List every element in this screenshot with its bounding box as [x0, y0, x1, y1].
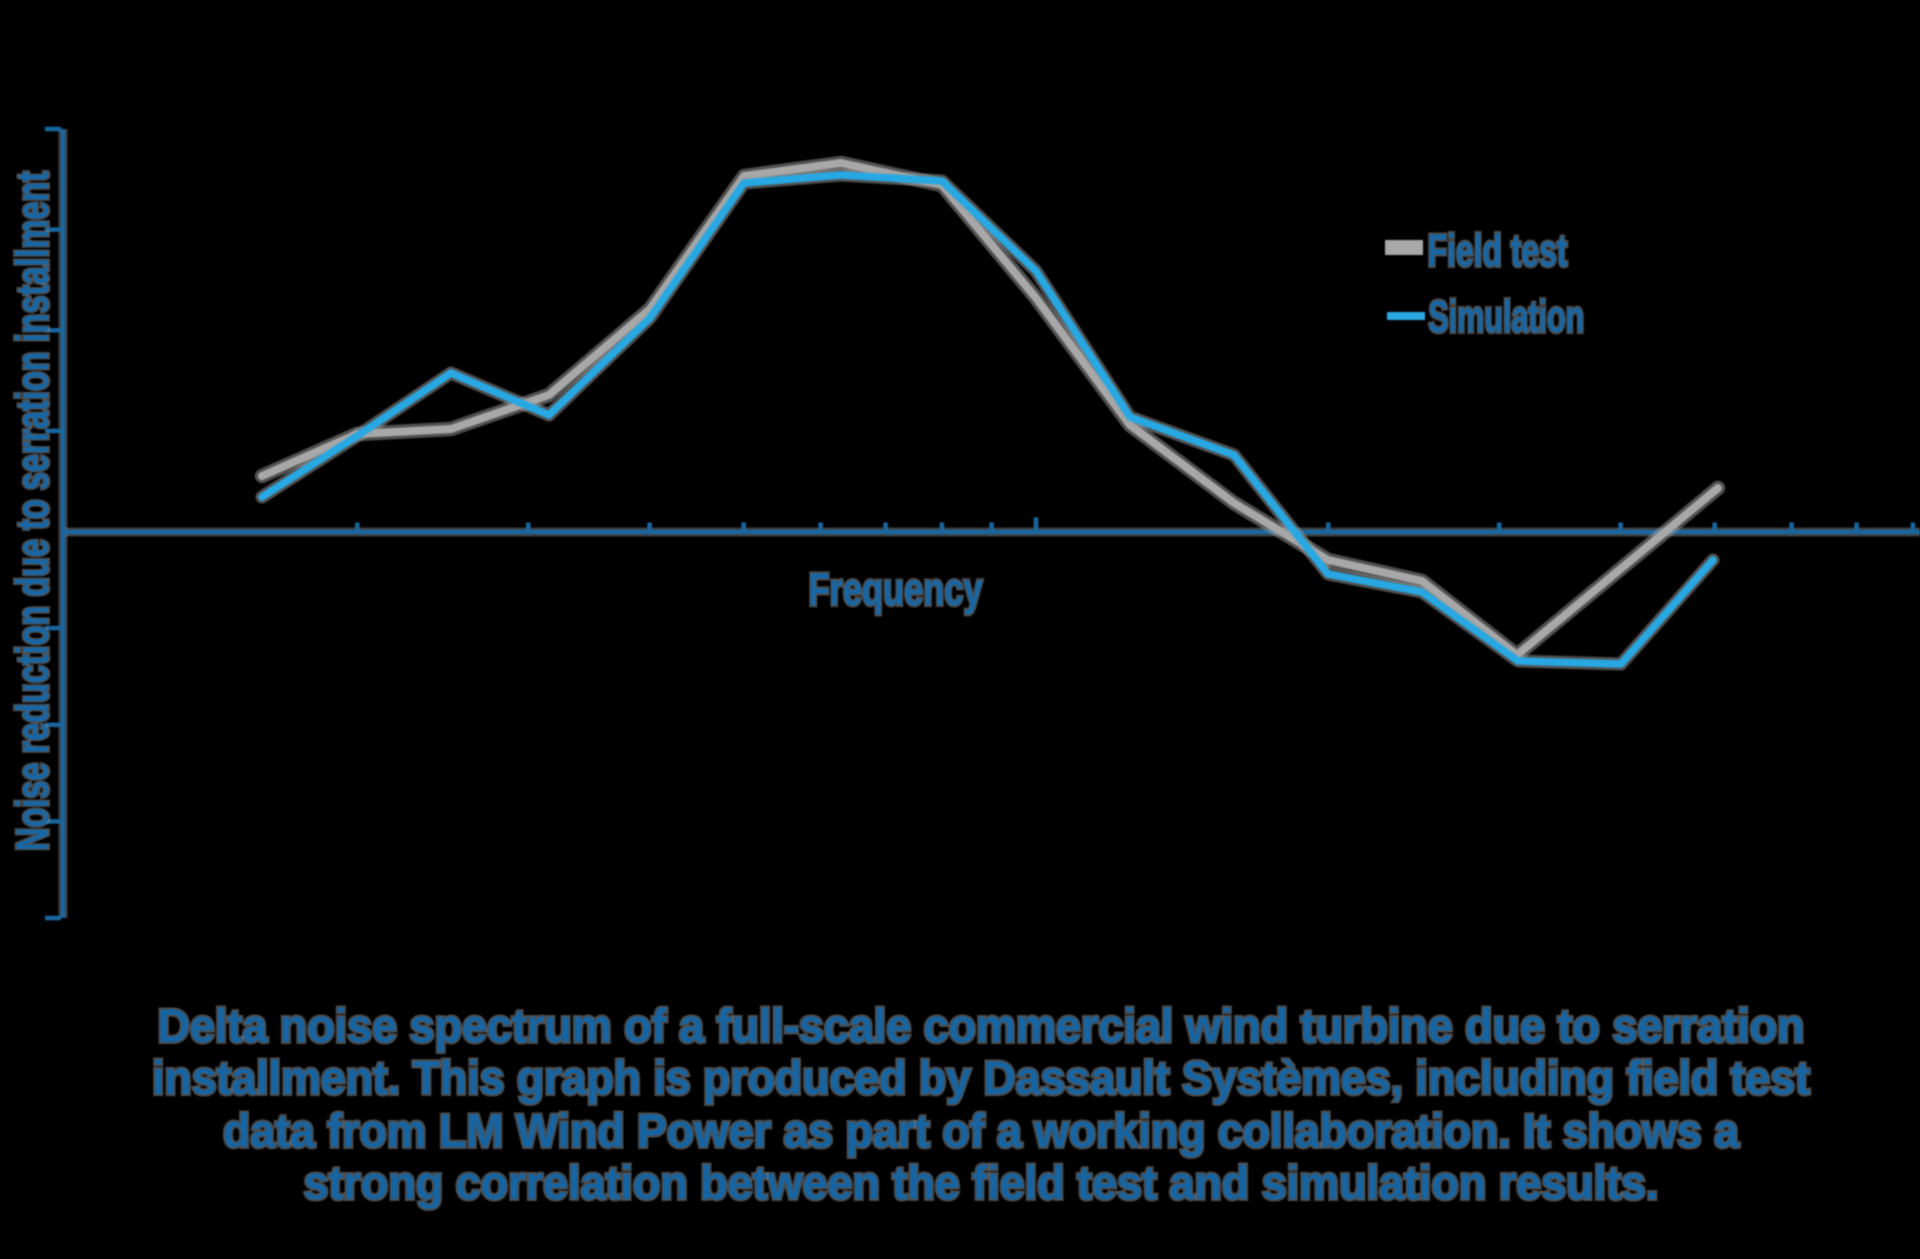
svg-text:strong correlation between the: strong correlation between the field tes… [304, 1156, 1659, 1209]
svg-text:Noise reduction due to serrati: Noise reduction due to serration install… [7, 171, 58, 851]
svg-text:installment. This graph is pro: installment. This graph is produced by D… [152, 1051, 1810, 1104]
svg-text:Delta noise spectrum of a full: Delta noise spectrum of a full-scale com… [158, 999, 1805, 1052]
svg-text:data from LM Wind Power as par: data from LM Wind Power as part of a wor… [223, 1104, 1740, 1157]
svg-text:Simulation: Simulation [1428, 291, 1584, 342]
svg-text:Field test: Field test [1428, 225, 1568, 276]
svg-text:Frequency: Frequency [809, 563, 983, 615]
